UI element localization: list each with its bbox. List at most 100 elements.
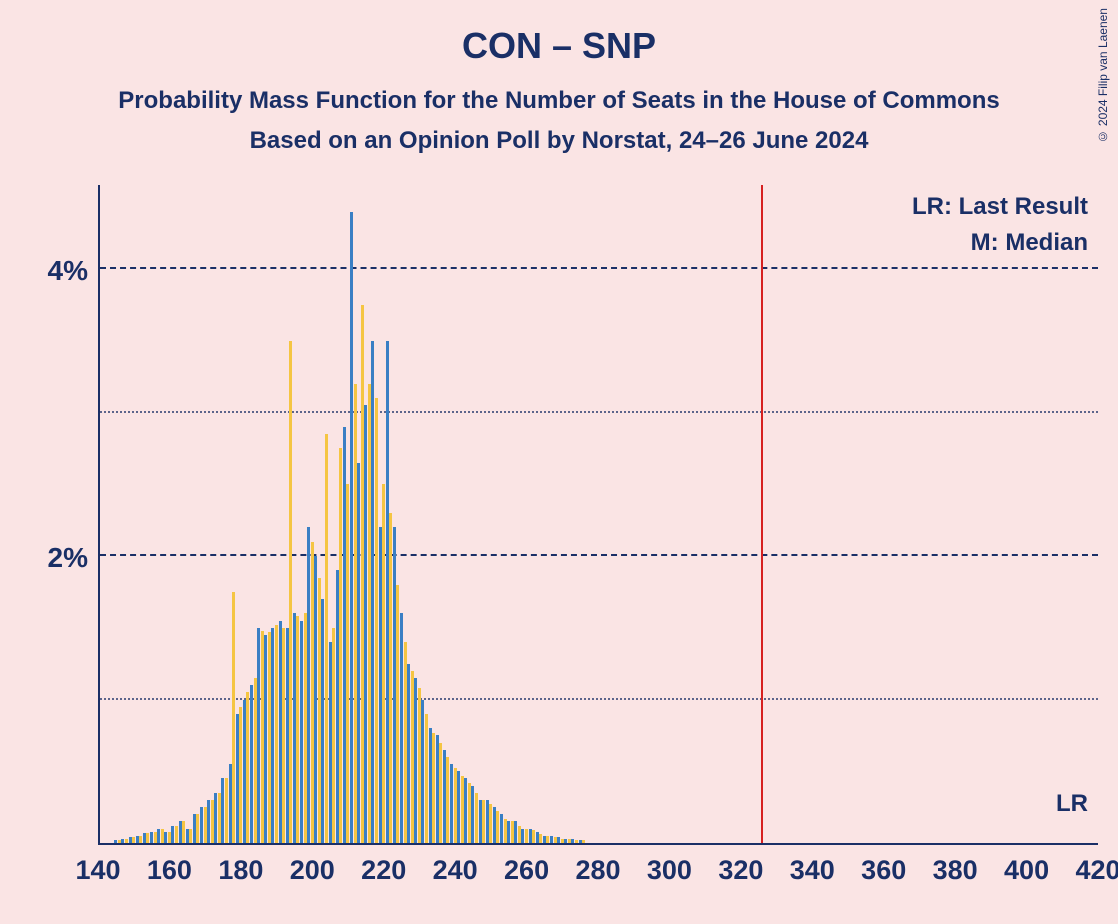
bar-secondary <box>539 834 542 843</box>
bar-secondary <box>118 840 121 843</box>
bar-primary <box>557 837 560 843</box>
bar-primary <box>179 821 182 843</box>
bar-primary <box>307 527 310 843</box>
bar-primary <box>236 714 239 843</box>
bar-secondary <box>518 826 521 843</box>
bar-secondary <box>296 616 299 843</box>
bar-primary <box>564 839 567 843</box>
plot-area: LR: Last Result M: Median LR <box>98 185 1098 845</box>
bar-secondary <box>504 819 507 843</box>
bar-primary <box>493 807 496 843</box>
bar-primary <box>271 628 274 843</box>
chart-title: CON – SNP <box>0 0 1118 67</box>
bar-secondary <box>561 839 564 843</box>
bar-primary <box>114 840 117 843</box>
bar-primary <box>521 829 524 843</box>
bar-secondary <box>489 804 492 843</box>
bar-primary <box>436 735 439 843</box>
chart-subtitle-2: Based on an Opinion Poll by Norstat, 24–… <box>0 127 1118 155</box>
bar-secondary <box>339 448 342 843</box>
bar-secondary <box>275 625 278 843</box>
bar-primary <box>143 833 146 843</box>
bar-primary <box>450 764 453 843</box>
bar-secondary <box>204 807 207 843</box>
bar-primary <box>379 527 382 843</box>
bar-primary <box>221 778 224 843</box>
bar-primary <box>464 778 467 843</box>
bar-secondary <box>375 398 378 843</box>
bar-secondary <box>496 811 499 843</box>
bar-primary <box>136 836 139 843</box>
bar-primary <box>407 664 410 843</box>
x-axis-label: 200 <box>290 855 335 886</box>
bar-secondary <box>446 757 449 843</box>
bar-primary <box>250 685 253 843</box>
x-axis-label: 340 <box>790 855 835 886</box>
bar-secondary <box>582 840 585 843</box>
bar-primary <box>229 764 232 843</box>
bar-primary <box>129 837 132 843</box>
bar-primary <box>357 463 360 843</box>
bar-secondary <box>454 768 457 843</box>
x-axis-label: 300 <box>647 855 692 886</box>
bar-primary <box>121 839 124 843</box>
bar-secondary <box>311 542 314 843</box>
bar-secondary <box>139 836 142 843</box>
bar-primary <box>507 821 510 843</box>
bar-primary <box>300 621 303 843</box>
bar-primary <box>400 613 403 843</box>
bar-secondary <box>125 839 128 843</box>
bar-primary <box>550 836 553 843</box>
bar-secondary <box>282 628 285 843</box>
x-axis-label: 260 <box>504 855 549 886</box>
bar-primary <box>193 814 196 843</box>
bar-primary <box>350 212 353 843</box>
bar-primary <box>543 836 546 843</box>
bar-primary <box>171 826 174 843</box>
bar-secondary <box>475 793 478 843</box>
bar-secondary <box>246 692 249 843</box>
bar-secondary <box>168 832 171 843</box>
bar-primary <box>279 621 282 843</box>
bar-primary <box>429 728 432 843</box>
bar-secondary <box>146 833 149 843</box>
bar-secondary <box>182 821 185 843</box>
bar-primary <box>471 786 474 843</box>
bar-secondary <box>425 714 428 843</box>
bar-secondary <box>218 793 221 843</box>
bar-secondary <box>239 707 242 843</box>
bar-secondary <box>546 836 549 843</box>
x-axis-label: 160 <box>147 855 192 886</box>
y-axis-label: 2% <box>40 542 88 574</box>
bar-secondary <box>575 840 578 843</box>
bar-secondary <box>211 800 214 843</box>
bar-primary <box>421 700 424 843</box>
x-axis-label: 400 <box>1004 855 1049 886</box>
bar-secondary <box>318 578 321 843</box>
bar-secondary <box>568 839 571 843</box>
legend-lr: LR: Last Result <box>912 193 1088 221</box>
bar-secondary <box>411 671 414 843</box>
bar-secondary <box>304 613 307 843</box>
bar-primary <box>343 427 346 843</box>
bar-secondary <box>432 733 435 843</box>
bar-secondary <box>354 384 357 843</box>
bar-primary <box>336 570 339 843</box>
bar-primary <box>200 807 203 843</box>
chart-subtitle-1: Probability Mass Function for the Number… <box>0 87 1118 115</box>
chart-container: LR: Last Result M: Median LR 2%4%1401601… <box>40 185 1100 885</box>
bar-primary <box>500 814 503 843</box>
gridline-major <box>100 267 1098 269</box>
bar-primary <box>579 840 582 843</box>
bar-primary <box>293 613 296 843</box>
x-axis-label: 140 <box>75 855 120 886</box>
bar-secondary <box>132 837 135 843</box>
x-axis-label: 360 <box>861 855 906 886</box>
bar-primary <box>486 800 489 843</box>
y-axis-label: 4% <box>40 255 88 287</box>
bar-secondary <box>325 434 328 843</box>
bar-secondary <box>268 632 271 843</box>
x-axis-label: 220 <box>361 855 406 886</box>
gridline-minor <box>100 411 1098 413</box>
bar-secondary <box>368 384 371 843</box>
